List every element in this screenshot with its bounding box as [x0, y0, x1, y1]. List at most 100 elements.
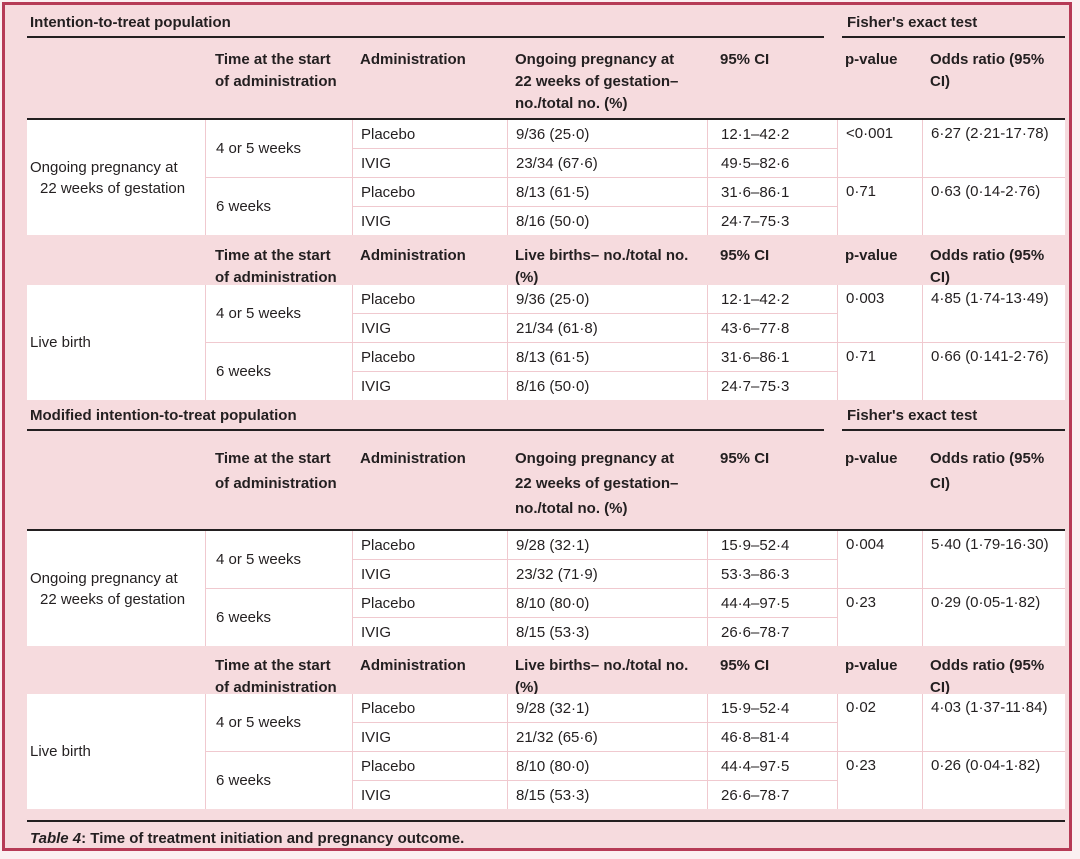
- cell-ci: 43·6–77·8: [707, 314, 837, 342]
- cell-ci: 49·5–82·6: [707, 149, 837, 177]
- row-label: Live birth: [27, 285, 205, 400]
- fisher-test-title: Fisher's exact test: [842, 5, 1065, 38]
- header-outcome-line3: no./total no. (%): [515, 95, 628, 112]
- cell-time: 4 or 5 weeks: [205, 694, 352, 751]
- header-time: Time at the start of administration: [215, 247, 337, 286]
- cell-time: 6 weeks: [205, 178, 352, 235]
- header-administration: Administration: [360, 657, 466, 674]
- column-header-band-livebirth: Time at the start of administration Admi…: [27, 646, 1065, 696]
- cell-time: 6 weeks: [205, 343, 352, 400]
- caption-text: : Time of treatment initiation and pregn…: [81, 830, 465, 847]
- cell-admin: IVIG: [352, 372, 507, 400]
- cell-outcome: 8/10 (80·0): [507, 752, 707, 780]
- header-pvalue: p-value: [845, 247, 898, 264]
- header-outcome: Ongoing pregnancy at 22 weeks of gestati…: [507, 49, 707, 118]
- header-pvalue: p-value: [845, 657, 898, 674]
- header-spacer: [27, 49, 205, 118]
- header-pvalue-text: p-value: [845, 51, 898, 68]
- cell-pvalue: 0·003: [837, 285, 922, 342]
- cell-outcome: 8/10 (80·0): [507, 589, 707, 617]
- row-label-line1: Ongoing pregnancy at: [30, 158, 178, 176]
- cell-admin: IVIG: [352, 560, 507, 588]
- cell-ci: 53·3–86·3: [707, 560, 837, 588]
- header-pvalue: p-value: [845, 450, 898, 467]
- cell-admin: Placebo: [352, 178, 507, 206]
- cell-odds: 6·27 (2·21-17·78): [922, 120, 1065, 177]
- header-administration: Administration: [360, 247, 466, 264]
- table-content: Intention-to-treat population Fisher's e…: [27, 5, 1065, 854]
- cell-admin: Placebo: [352, 285, 507, 313]
- header-time: Time at the start of administration: [205, 49, 352, 118]
- header-ci: 95% CI: [707, 49, 837, 118]
- cell-admin: Placebo: [352, 589, 507, 617]
- cell-odds: 0·29 (0·05-1·82): [922, 589, 1065, 646]
- cell-ci: 31·6–86·1: [707, 178, 837, 206]
- cell-odds: 0·66 (0·141-2·76): [922, 343, 1065, 400]
- cell-outcome: 9/36 (25·0): [507, 120, 707, 148]
- cell-ci: 15·9–52·4: [707, 531, 837, 559]
- cell-time: 6 weeks: [205, 589, 352, 646]
- cell-ci: 15·9–52·4: [707, 694, 837, 722]
- header-odds: Odds ratio (95% CI): [930, 247, 1045, 286]
- cell-ci: 24·7–75·3: [707, 207, 837, 235]
- cell-admin: IVIG: [352, 314, 507, 342]
- cell-admin: Placebo: [352, 752, 507, 780]
- header-administration: Administration: [352, 49, 507, 118]
- cell-ci: 12·1–42·2: [707, 285, 837, 313]
- header-outcome-line1: Ongoing pregnancy at: [515, 51, 675, 68]
- section-mitt-title-row: Modified intention-to-treat population F…: [27, 400, 1065, 431]
- section-itt-title-row: Intention-to-treat population Fisher's e…: [27, 5, 1065, 38]
- cell-ci: 46·8–81·4: [707, 723, 837, 751]
- column-header-band-livebirth: Time at the start of administration Admi…: [27, 235, 1065, 286]
- cell-odds: 0·63 (0·14-2·76): [922, 178, 1065, 235]
- cell-admin: Placebo: [352, 120, 507, 148]
- cell-admin: IVIG: [352, 149, 507, 177]
- header-pvalue: p-value: [837, 49, 922, 118]
- header-ci: 95% CI: [720, 657, 770, 674]
- data-block-itt-livebirth: Live birth 4 or 5 weeks 6 weeks Placebo …: [27, 285, 1065, 400]
- cell-admin: Placebo: [352, 343, 507, 371]
- cell-pvalue: 0·71: [837, 178, 922, 235]
- header-ci-text: 95% CI: [720, 51, 770, 68]
- column-header-band-ongoing: Time at the start of administration Admi…: [27, 431, 1065, 531]
- cell-ci: 31·6–86·1: [707, 343, 837, 371]
- cell-outcome: 8/16 (50·0): [507, 372, 707, 400]
- cell-odds: 4·03 (1·37-11·84): [922, 694, 1065, 751]
- cell-pvalue: 0·71: [837, 343, 922, 400]
- section-itt-title: Intention-to-treat population: [27, 5, 824, 38]
- header-odds-text: Odds ratio (95% CI): [930, 51, 1045, 90]
- cell-ci: 26·6–78·7: [707, 781, 837, 809]
- header-time: Time at the start of administration: [215, 657, 337, 696]
- cell-outcome: 23/32 (71·9): [507, 560, 707, 588]
- cell-ci: 44·4–97·5: [707, 752, 837, 780]
- cell-outcome: 8/13 (61·5): [507, 178, 707, 206]
- data-block-itt-ongoing: Ongoing pregnancy at 22 weeks of gestati…: [27, 120, 1065, 235]
- cell-admin: Placebo: [352, 531, 507, 559]
- cell-time: 4 or 5 weeks: [205, 120, 352, 177]
- cell-odds: 4·85 (1·74-13·49): [922, 285, 1065, 342]
- cell-outcome: 9/36 (25·0): [507, 285, 707, 313]
- cell-ci: 44·4–97·5: [707, 589, 837, 617]
- header-odds: Odds ratio (95% CI): [930, 657, 1045, 696]
- header-spacer: [27, 245, 205, 289]
- cell-ci: 12·1–42·2: [707, 120, 837, 148]
- data-block-mitt-livebirth: Live birth 4 or 5 weeks 6 weeks Placebo …: [27, 694, 1065, 809]
- fisher-test-text: Fisher's exact test: [847, 14, 978, 31]
- cell-outcome: 21/34 (61·8): [507, 314, 707, 342]
- row-label: Ongoing pregnancy at 22 weeks of gestati…: [27, 120, 205, 235]
- header-outcome: Live births– no./total no. (%): [515, 657, 689, 696]
- table-frame: Intention-to-treat population Fisher's e…: [2, 2, 1072, 851]
- cell-outcome: 8/15 (53·3): [507, 618, 707, 646]
- cell-pvalue: 0·23: [837, 752, 922, 809]
- header-spacer: [27, 655, 205, 699]
- fisher-test-title: Fisher's exact test: [842, 400, 1065, 431]
- footer-spacer: [27, 809, 1065, 820]
- cell-admin: Placebo: [352, 694, 507, 722]
- header-outcome: Ongoing pregnancy at 22 weeks of gestati…: [515, 450, 679, 517]
- cell-pvalue: <0·001: [837, 120, 922, 177]
- column-header-band-ongoing: Time at the start of administration Admi…: [27, 38, 1065, 120]
- header-time: Time at the start of administration: [215, 450, 337, 492]
- cell-time: 6 weeks: [205, 752, 352, 809]
- fisher-test-text: Fisher's exact test: [847, 407, 978, 424]
- cell-admin: IVIG: [352, 781, 507, 809]
